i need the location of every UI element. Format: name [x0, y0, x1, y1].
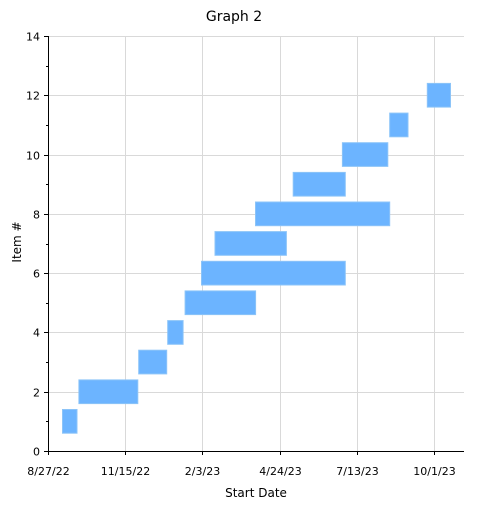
task-bar-item-8 [255, 201, 391, 227]
task-bar-item-9 [292, 171, 346, 197]
x-tick-label: 4/24/23 [259, 465, 301, 478]
x-axis-label: Start Date [225, 486, 287, 500]
task-bar-item-4 [167, 320, 184, 345]
y-tick-label: 12 [26, 90, 40, 103]
y-tick-label: 2 [33, 387, 40, 400]
y-tick-label: 14 [26, 31, 40, 44]
task-bar-item-11 [389, 112, 409, 138]
x-tick-label: 2/3/23 [185, 465, 220, 478]
y-tick-label: 4 [33, 327, 40, 340]
task-bar-item-7 [214, 231, 287, 256]
chart-title: Graph 2 [206, 9, 262, 25]
task-bar-item-3 [138, 349, 168, 375]
y-tick-label: 10 [26, 150, 40, 163]
x-tick-label: 10/1/23 [413, 465, 455, 478]
task-bar-item-10 [341, 142, 389, 167]
task-bar-item-5 [184, 290, 257, 316]
axes: 0 2 4 6 8 10 12 14 8/27/22 11/15/22 2/3/23 4/24/23 7… [26, 31, 464, 478]
x-tick-label: 11/15/22 [101, 465, 150, 478]
y-tick-label: 0 [33, 446, 40, 459]
task-bar-item-1 [62, 409, 78, 434]
task-bar-item-6 [201, 260, 346, 286]
task-bar-item-12 [426, 82, 451, 108]
task-bars [62, 82, 451, 434]
y-axis-label: Item # [10, 221, 24, 262]
x-tick-label: 7/13/23 [336, 465, 378, 478]
task-bar-item-2 [78, 379, 139, 405]
x-tick-label: 8/27/22 [27, 465, 69, 478]
y-tick-label: 8 [33, 209, 40, 222]
y-tick-label: 6 [33, 268, 40, 281]
